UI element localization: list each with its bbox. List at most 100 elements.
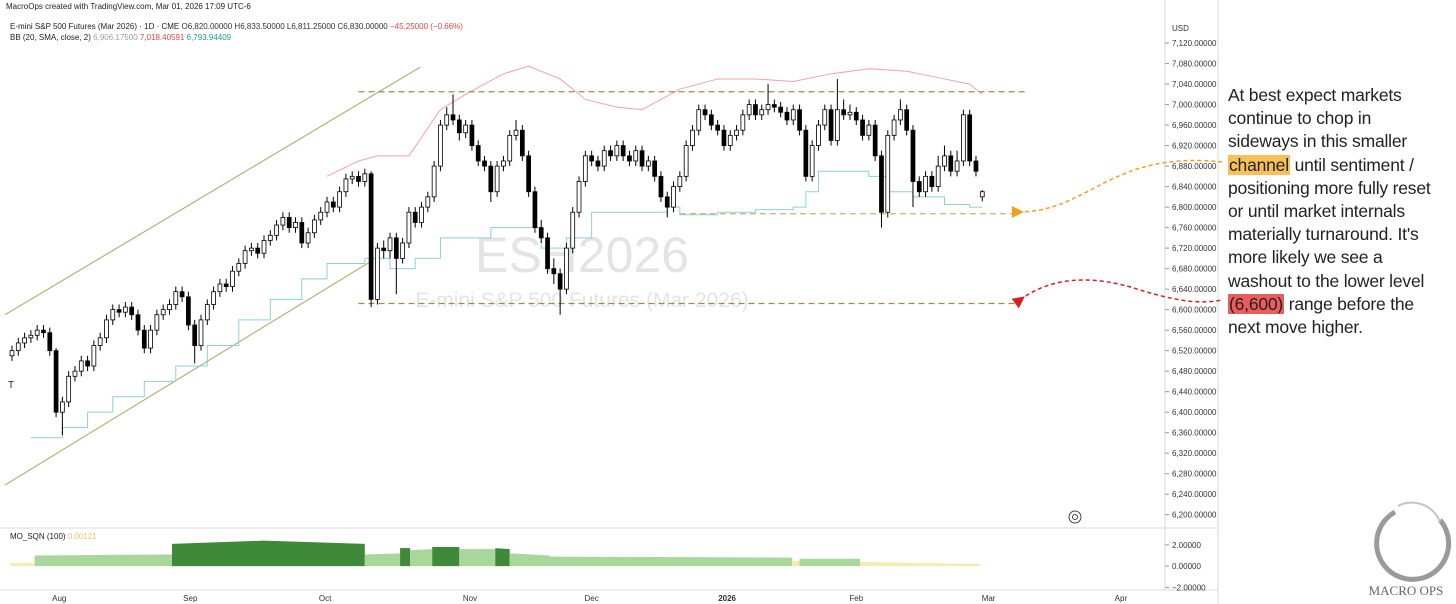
candle-body xyxy=(790,109,796,121)
candle-body xyxy=(211,291,216,305)
x-tick-label: Mar xyxy=(982,594,996,603)
candle-body xyxy=(400,242,405,259)
candle-body xyxy=(116,309,122,313)
candle-body xyxy=(570,211,576,249)
candle-body xyxy=(148,329,153,349)
candle-body xyxy=(129,306,135,316)
y-tick-label: 6,760.00000 xyxy=(1172,224,1217,233)
candle-body xyxy=(167,304,172,311)
y-tick-label: 6,680.00000 xyxy=(1172,265,1217,274)
annotation-highlight: channel xyxy=(1228,154,1290,175)
candle-body xyxy=(78,360,84,372)
candle-body xyxy=(431,165,437,198)
sqn-area xyxy=(34,554,173,567)
watermark: ESH2026 xyxy=(475,227,689,283)
candle-body xyxy=(66,375,72,403)
sqn-area xyxy=(860,561,980,567)
candle-body xyxy=(797,109,802,131)
candle-body xyxy=(885,134,891,213)
candle-body xyxy=(47,332,53,352)
candle-body xyxy=(652,160,657,177)
x-tick-label: Aug xyxy=(52,594,66,603)
bb-label: BB (20, SMA, close, 2) xyxy=(10,33,91,42)
candle-body xyxy=(942,155,947,167)
bb-legend: BB (20, SMA, close, 2) 6,906.17500 7,018… xyxy=(10,33,232,42)
candle-body xyxy=(557,273,563,290)
candle-body xyxy=(450,114,456,121)
candle-body xyxy=(324,201,330,213)
candle-body xyxy=(456,119,462,134)
candle-body xyxy=(53,350,59,413)
y-tick-label: 7,120.00000 xyxy=(1172,39,1217,48)
candle-body xyxy=(822,109,828,126)
channel-line xyxy=(4,261,371,486)
candle-body xyxy=(444,114,450,126)
candle-body xyxy=(330,201,336,208)
candle-body xyxy=(759,109,765,116)
candle-body xyxy=(696,109,702,131)
candle-body xyxy=(853,111,859,121)
change-text: −45.25000 (−0.66%) xyxy=(390,22,463,31)
bollinger-band xyxy=(326,65,983,177)
currency-label: USD xyxy=(1172,24,1189,33)
candle-body xyxy=(242,250,248,264)
candle-body xyxy=(816,124,821,146)
candle-body xyxy=(356,175,361,182)
ohlc-text: O6,820.00000 H6,833.50000 L6,811.25000 C… xyxy=(181,22,388,31)
candle-body xyxy=(601,150,607,167)
candle-body xyxy=(727,134,733,146)
candle-body xyxy=(961,114,966,162)
candle-body xyxy=(286,216,292,229)
y-tick-label: 7,080.00000 xyxy=(1172,60,1217,69)
y-tick-label: 7,040.00000 xyxy=(1172,80,1217,89)
candle-body xyxy=(664,196,670,208)
sqn-area xyxy=(432,547,460,567)
candle-body xyxy=(28,334,34,339)
candle-body xyxy=(141,329,147,349)
candle-body xyxy=(299,222,305,244)
indicator-area xyxy=(10,540,980,567)
candle-body xyxy=(482,160,487,167)
candle-body xyxy=(879,155,884,213)
candle-body xyxy=(41,329,46,334)
candle-body xyxy=(501,160,506,167)
candle-body xyxy=(715,124,721,131)
x-tick-label: Feb xyxy=(849,594,863,603)
candle-body xyxy=(135,314,141,331)
y-tick-label: 6,560.00000 xyxy=(1172,326,1217,335)
candle-body xyxy=(891,119,897,136)
candle-body xyxy=(85,360,90,367)
y-tick-label: 6,480.00000 xyxy=(1172,367,1217,376)
arrow-channel xyxy=(1011,159,1223,219)
candle-body xyxy=(507,134,513,162)
candle-body xyxy=(658,175,664,198)
plot-area xyxy=(4,65,1027,486)
candle-body xyxy=(305,232,311,244)
candle-body xyxy=(488,165,494,193)
candle-body xyxy=(765,104,771,111)
candle-body xyxy=(690,129,695,146)
candle-body xyxy=(425,196,431,208)
y-tick-label: 7,000.00000 xyxy=(1172,101,1217,110)
annotation-text: At best expect markets continue to chop … xyxy=(1228,85,1408,152)
annotation: At best expect markets continue to chop … xyxy=(1228,84,1454,339)
candle-body xyxy=(312,219,317,234)
candle-body xyxy=(280,216,286,226)
y-tick-label: 6,200.00000 xyxy=(1172,511,1217,520)
candle-body xyxy=(519,129,525,157)
candle-body xyxy=(847,111,853,116)
candle-body xyxy=(948,155,954,172)
annotation-highlight: (6,600) xyxy=(1228,293,1285,314)
annotation-text: until sentiment / positioning more fully… xyxy=(1228,154,1431,291)
x-tick-label: Nov xyxy=(463,594,477,603)
candle-body xyxy=(104,319,109,339)
candle-body xyxy=(589,155,594,162)
candle-body xyxy=(22,337,27,344)
y-tick-label: 6,960.00000 xyxy=(1172,121,1217,130)
sqn-tick-label: −2.00000 xyxy=(1172,583,1206,592)
candle-body xyxy=(916,181,922,193)
candle-body xyxy=(860,119,865,136)
candle-body xyxy=(381,247,387,252)
candle-body xyxy=(702,109,708,116)
